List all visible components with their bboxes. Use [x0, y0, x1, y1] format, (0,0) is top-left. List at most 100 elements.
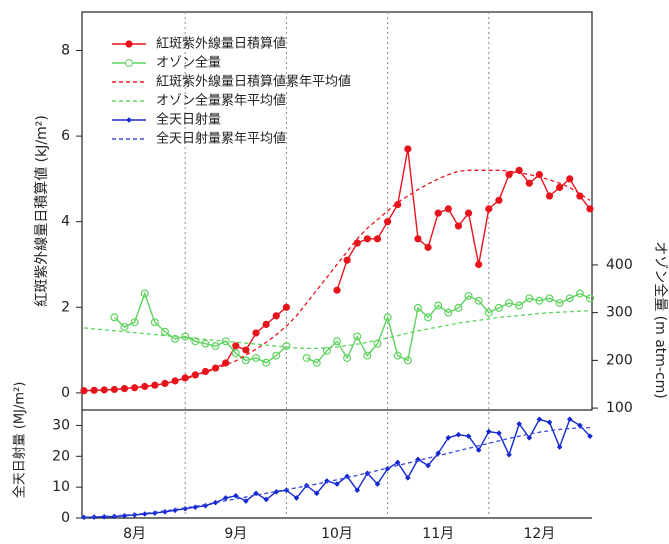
marker	[506, 451, 512, 458]
legend-marker	[125, 40, 133, 48]
marker	[161, 379, 169, 388]
marker	[587, 433, 593, 440]
marker	[405, 475, 411, 481]
legend-label: 紅斑紫外線量日積算値	[156, 36, 286, 52]
marker	[434, 301, 443, 310]
series-line	[113, 291, 591, 364]
marker	[465, 433, 472, 440]
marker	[455, 431, 462, 438]
marker	[334, 481, 340, 487]
marker	[354, 487, 361, 494]
marker	[475, 447, 482, 453]
marker	[293, 495, 300, 501]
marker	[575, 289, 584, 298]
marker	[302, 353, 311, 362]
marker	[505, 171, 513, 179]
marker	[120, 322, 129, 331]
marker	[211, 364, 220, 372]
x-tick-label: 9月	[224, 526, 247, 542]
marker	[81, 514, 87, 521]
legend-label: オゾン全量	[156, 55, 221, 71]
marker	[516, 421, 522, 427]
series-line	[83, 418, 591, 519]
marker	[464, 291, 473, 300]
legend-label: 紅斑紫外線量日積算値累年平均値	[156, 74, 351, 90]
marker	[454, 222, 463, 230]
y-tick-label: 0	[61, 385, 70, 401]
y2-tick-label: 100	[606, 400, 633, 416]
marker	[222, 495, 229, 501]
marker	[160, 327, 169, 336]
marker	[201, 339, 210, 348]
series-line	[83, 148, 591, 392]
marker	[282, 303, 290, 311]
marker	[273, 488, 280, 495]
marker	[556, 183, 564, 192]
y-tick-label: 6	[61, 128, 70, 144]
marker	[576, 192, 584, 200]
marker	[191, 337, 200, 346]
marker	[100, 386, 108, 394]
y-tick-label: 10	[52, 479, 70, 495]
marker	[80, 387, 88, 395]
marker	[474, 296, 483, 305]
legend-label: 全天日射量累年平均値	[156, 131, 286, 147]
marker	[494, 303, 503, 312]
marker	[404, 145, 412, 153]
legend-marker	[126, 117, 132, 123]
x-tick-label: 10月	[321, 526, 353, 542]
marker	[577, 422, 583, 429]
marker	[374, 481, 381, 487]
marker	[312, 358, 321, 367]
marker	[162, 509, 168, 515]
marker	[111, 513, 118, 520]
marker	[262, 320, 270, 329]
marker	[181, 332, 190, 341]
marker	[110, 313, 119, 322]
marker	[333, 286, 341, 294]
marker	[333, 337, 342, 346]
x-tick-label: 12月	[523, 526, 555, 542]
marker	[546, 419, 553, 426]
marker	[363, 235, 371, 243]
top-frame	[81, 11, 593, 411]
y2-tick-label: 400	[606, 257, 633, 273]
marker	[566, 175, 574, 183]
marker	[241, 356, 250, 365]
marker	[141, 382, 149, 391]
marker	[272, 351, 281, 360]
marker	[233, 492, 239, 499]
marker	[545, 294, 554, 303]
marker	[445, 434, 452, 441]
marker	[313, 490, 320, 497]
marker	[496, 430, 502, 436]
marker	[555, 299, 564, 308]
marker	[484, 308, 493, 317]
marker	[373, 235, 382, 243]
y-tick-label: 20	[52, 448, 70, 464]
marker	[525, 179, 533, 187]
marker	[485, 205, 493, 213]
y-axis-label: 全天日射量 (MJ/m²)	[12, 382, 28, 499]
marker	[413, 303, 422, 312]
marker	[322, 346, 331, 355]
marker	[394, 459, 401, 466]
average-line	[83, 169, 591, 392]
marker	[120, 385, 129, 393]
marker	[343, 256, 351, 264]
marker	[150, 318, 159, 327]
x-tick-label: 8月	[123, 526, 146, 542]
marker	[353, 239, 361, 247]
marker	[424, 313, 433, 322]
marker	[444, 308, 453, 317]
marker	[383, 313, 392, 322]
y-tick-label: 8	[61, 43, 70, 59]
marker	[232, 342, 240, 350]
marker	[242, 346, 250, 354]
marker	[526, 434, 533, 441]
marker	[586, 205, 594, 213]
legend-marker	[125, 59, 133, 67]
marker	[343, 353, 352, 362]
marker	[324, 478, 330, 484]
y-tick-label: 30	[52, 417, 70, 433]
